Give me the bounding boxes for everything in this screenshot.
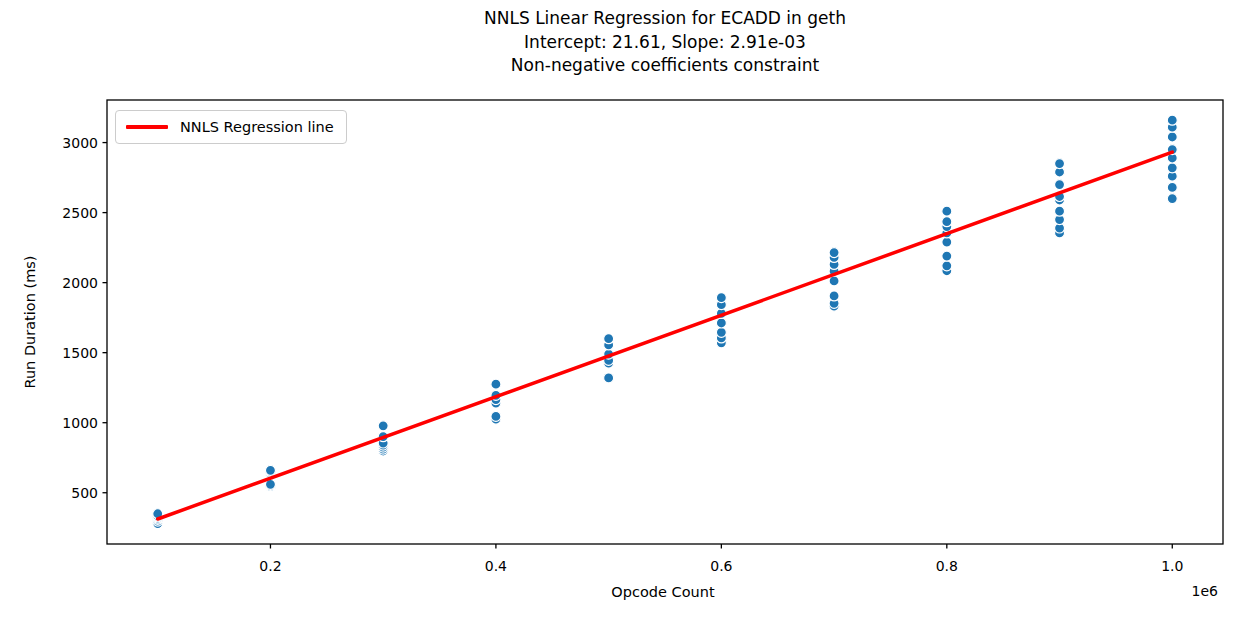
scatter-point	[942, 206, 952, 216]
scatter-point	[942, 217, 952, 227]
chart-title: NNLS Linear Regression for ECADD in geth…	[107, 7, 1223, 78]
scatter-point	[716, 318, 726, 328]
scatter-point	[829, 248, 839, 258]
scatter-point	[942, 237, 952, 247]
y-tick-label: 1000	[62, 415, 98, 431]
x-tick-label: 0.2	[259, 558, 281, 574]
y-tick-label: 3000	[62, 135, 98, 151]
y-tick-label: 2500	[62, 205, 98, 221]
scatter-point	[1167, 194, 1177, 204]
scatter-point	[604, 334, 614, 344]
figure: 0.2 0.4 0.6 0.8 1.0 500 1000 1500 2000 2500 3000 N…	[0, 0, 1237, 618]
x-tick-label: 0.8	[936, 558, 958, 574]
y-axis-label: Run Duration (ms)	[22, 256, 38, 389]
legend-label: NNLS Regression line	[180, 119, 334, 135]
regression-line	[158, 152, 1173, 519]
chart-title-line-1: NNLS Linear Regression for ECADD in geth	[107, 7, 1223, 31]
scatter-point	[265, 465, 275, 475]
x-axis-label: Opcode Count	[611, 584, 714, 600]
scatter-point	[1167, 115, 1177, 125]
legend: NNLS Regression line	[115, 110, 347, 144]
scatter-point	[716, 293, 726, 303]
scatter-point	[942, 261, 952, 271]
legend-line-icon	[126, 125, 168, 129]
x-axis-offset-text: 1e6	[1192, 583, 1218, 599]
y-tick-label: 500	[71, 485, 98, 501]
scatter-point	[1055, 206, 1065, 216]
y-tick-label: 2000	[62, 275, 98, 291]
scatter-point	[491, 379, 501, 389]
scatter-point	[1167, 163, 1177, 173]
x-tick-label: 1.0	[1161, 558, 1183, 574]
scatter-point	[942, 251, 952, 261]
scatter-point	[491, 411, 501, 421]
scatter-point	[1055, 180, 1065, 190]
x-tick-label: 0.4	[485, 558, 507, 574]
scatter-point	[604, 373, 614, 383]
x-tick-label: 0.6	[710, 558, 732, 574]
chart-title-line-2: Intercept: 21.61, Slope: 2.91e-03	[107, 31, 1223, 55]
scatter-point	[1167, 132, 1177, 142]
scatter-point	[716, 327, 726, 337]
scatter-point	[1055, 159, 1065, 169]
plot-area: 0.2 0.4 0.6 0.8 1.0 500 1000 1500 2000 2500 3000	[0, 0, 1237, 618]
y-tick-label: 1500	[62, 345, 98, 361]
chart-title-line-3: Non-negative coefficients constraint	[107, 54, 1223, 78]
scatter-point	[829, 291, 839, 301]
scatter-point	[1167, 182, 1177, 192]
scatter-point	[378, 421, 388, 431]
